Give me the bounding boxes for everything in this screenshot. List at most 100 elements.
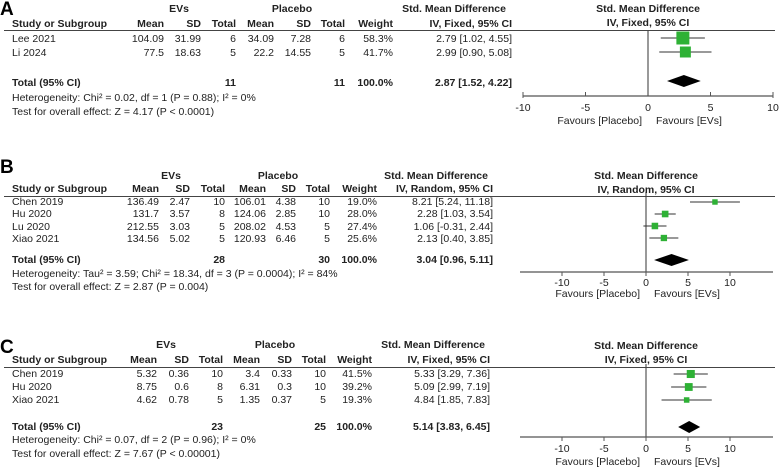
column-header: Mean	[137, 18, 164, 30]
study-pl-mean: 1.35	[239, 394, 260, 406]
total-label: Total (95% CI)	[12, 421, 81, 433]
study-ev-sd: 18.63	[174, 47, 201, 59]
study-ci-text: 2.79 [1.02, 4.55]	[436, 33, 512, 45]
x-tick-label: -5	[599, 277, 609, 289]
column-header: Mean	[132, 183, 159, 195]
study-weight: 27.4%	[347, 221, 377, 233]
column-header: Weight	[358, 18, 393, 30]
study-ci-text: 2.28 [1.03, 3.54]	[417, 208, 493, 220]
study-pl-mean: 34.09	[247, 33, 274, 45]
column-header: SD	[174, 354, 189, 366]
study-ev-total: 10	[211, 368, 223, 380]
column-header: SD	[277, 354, 292, 366]
study-effect-marker	[676, 31, 690, 45]
study-ci-text: 1.06 [-0.31, 2.44]	[413, 221, 493, 233]
x-tick-label: 5	[707, 102, 714, 114]
plot-title: Std. Mean Difference	[594, 340, 698, 352]
study-pl-total: 10	[318, 196, 330, 208]
column-header: SD	[281, 183, 296, 195]
column-header: Total	[320, 18, 345, 30]
column-header: Study or Subgroup	[12, 18, 108, 30]
total-label: Total (95% CI)	[12, 254, 81, 266]
study-pl-mean: 106.01	[233, 196, 266, 208]
study-pl-sd: 4.53	[275, 221, 296, 233]
heterogeneity-text: Heterogeneity: Tau² = 3.59; Chi² = 18.34…	[12, 268, 338, 280]
group-header-smd: Std. Mean Difference	[402, 3, 506, 15]
x-tick-label: 10	[724, 443, 736, 455]
study-ev-sd: 0.78	[168, 394, 189, 406]
study-ev-mean: 77.5	[143, 47, 164, 59]
group-header-smd: Std. Mean Difference	[384, 170, 488, 182]
study-pl-mean: 124.06	[233, 208, 266, 220]
study-ev-sd: 0.6	[174, 381, 189, 393]
total-ev: 11	[224, 77, 236, 89]
column-header: Total	[211, 18, 236, 30]
study-pl-sd: 7.28	[290, 33, 311, 45]
group-header-smd: Std. Mean Difference	[381, 339, 485, 351]
total-ev: 23	[211, 421, 223, 433]
study-ev-mean: 131.7	[132, 208, 159, 220]
heterogeneity-text: Heterogeneity: Chi² = 0.07, df = 2 (P = …	[12, 434, 256, 446]
study-effect-marker	[684, 383, 693, 391]
study-ev-sd: 3.03	[169, 221, 190, 233]
plot-subtitle: IV, Random, 95% CI	[597, 184, 695, 196]
study-pl-total: 10	[318, 208, 330, 220]
column-header: Total	[305, 183, 330, 195]
study-pl-sd: 6.46	[275, 233, 296, 245]
panel-label: C	[0, 337, 14, 358]
total-label: Total (95% CI)	[12, 77, 81, 89]
column-header: SD	[175, 183, 190, 195]
total-weight: 100.0%	[336, 421, 372, 433]
overall-effect-text: Test for overall effect: Z = 4.17 (P < 0…	[12, 106, 215, 118]
study-ev-total: 8	[219, 208, 225, 220]
study-ev-sd: 31.99	[174, 33, 201, 45]
overall-effect-text: Test for overall effect: Z = 7.67 (P < 0…	[12, 448, 220, 460]
group-header-evs: EVs	[161, 170, 181, 182]
column-header: Weight	[342, 183, 377, 195]
study-weight: 39.2%	[342, 381, 372, 393]
group-header-evs: EVs	[156, 339, 176, 351]
panel-label: B	[0, 157, 14, 178]
plot-subtitle: IV, Fixed, 95% CI	[606, 17, 690, 29]
x-tick-label: 10	[767, 102, 779, 114]
total-ev: 28	[213, 254, 225, 266]
study-effect-marker	[686, 369, 695, 379]
x-tick-label: 0	[645, 102, 651, 114]
total-placebo: 11	[333, 77, 345, 89]
total-weight: 100.0%	[357, 77, 393, 89]
study-name: Hu 2020	[12, 208, 52, 220]
favours-evs-label: Favours [EVs]	[654, 288, 720, 300]
study-pl-mean: 6.31	[239, 381, 260, 393]
study-pl-sd: 0.33	[271, 368, 292, 380]
favours-placebo-label: Favours [Placebo]	[557, 115, 642, 127]
study-ev-mean: 4.62	[136, 394, 157, 406]
study-weight: 19.0%	[347, 196, 377, 208]
study-pl-mean: 208.02	[233, 221, 266, 233]
study-pl-total: 5	[339, 47, 345, 59]
study-weight: 58.3%	[363, 33, 393, 45]
total-placebo: 25	[314, 421, 326, 433]
study-ci-text: 5.33 [3.29, 7.36]	[414, 368, 490, 380]
header-underline	[4, 196, 775, 197]
study-ev-sd: 3.57	[169, 208, 190, 220]
x-tick-label: 5	[685, 443, 691, 455]
column-header: Study or Subgroup	[12, 354, 108, 366]
x-tick-label: -5	[599, 443, 609, 455]
study-effect-marker	[651, 222, 659, 230]
study-ev-total: 6	[230, 33, 236, 45]
group-header-placebo: Placebo	[254, 339, 296, 351]
favours-placebo-label: Favours [Placebo]	[555, 456, 640, 467]
favours-placebo-label: Favours [Placebo]	[555, 288, 640, 300]
column-header: IV, Random, 95% CI	[395, 183, 493, 195]
x-tick-label: -10	[554, 443, 570, 455]
header-underline	[4, 30, 775, 31]
overall-effect-text: Test for overall effect: Z = 2.87 (P = 0…	[12, 281, 209, 293]
column-header: Mean	[130, 354, 157, 366]
x-tick-label: -10	[554, 277, 570, 289]
study-ev-sd: 0.36	[168, 368, 189, 380]
study-weight: 41.7%	[363, 47, 393, 59]
total-weight: 100.0%	[341, 254, 377, 266]
study-ev-sd: 5.02	[169, 233, 190, 245]
